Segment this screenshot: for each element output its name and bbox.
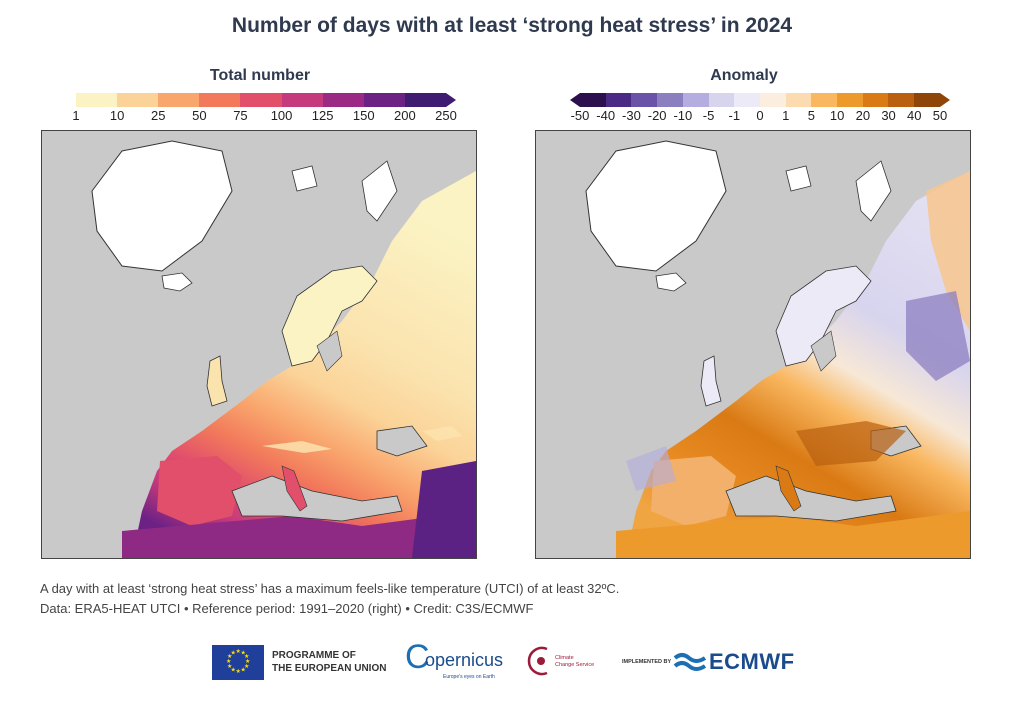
colorbar-swatch — [580, 93, 606, 107]
colorbar-swatch — [76, 93, 118, 107]
colorbar-tick-label: 50 — [932, 108, 948, 123]
colorbar-swatch — [657, 93, 683, 107]
colorbar-tick-label: 1 — [72, 108, 80, 123]
colorbar-swatch — [631, 93, 658, 107]
colorbar-tick-label: 30 — [881, 108, 896, 123]
colorbar-tick-label: -30 — [622, 108, 641, 123]
svg-text:★: ★ — [245, 658, 250, 665]
colorbar-swatch — [837, 93, 863, 107]
colorbar-tick-label: 25 — [150, 108, 166, 123]
svg-text:★: ★ — [244, 663, 249, 670]
svg-text:★: ★ — [226, 658, 231, 665]
colorbar-tick-label: 100 — [270, 108, 293, 123]
colorbar-swatch — [862, 93, 889, 107]
colorbar-tick-label: 75 — [233, 108, 248, 123]
colorbar-tick-label: 5 — [807, 108, 816, 123]
colorbar-tick-label: 10 — [109, 108, 125, 123]
colorbar-swatch — [605, 93, 632, 107]
colorbar-swatch — [811, 93, 838, 107]
left-legend-title: Total number — [209, 67, 311, 84]
c3s-text: Climate Change Service — [555, 655, 594, 669]
colorbar-swatch — [199, 93, 241, 107]
colorbar-tick-label: -5 — [702, 108, 715, 123]
svg-text:★: ★ — [236, 648, 241, 655]
right-colorbar-ticks: -50 -40 -30 -20 -10 -5 -1 0 1 5 10 20 30 40 50 — [570, 108, 950, 124]
copernicus-tagline: Europe's eyes on Earth — [443, 674, 495, 680]
page-title: Number of days with at least ‘strong hea… — [231, 14, 793, 37]
colorbar-tick-label: 20 — [855, 108, 871, 123]
copernicus-c-icon: C — [405, 638, 430, 676]
copernicus-wordmark: opernicus — [425, 650, 504, 670]
colorbar-swatch — [404, 93, 446, 107]
ecmwf-logo-icon — [673, 650, 707, 674]
colorbar-tick-label: 200 — [394, 108, 416, 123]
colorbar-tick-label: -20 — [647, 108, 667, 123]
svg-text:★: ★ — [227, 653, 232, 660]
svg-text:★: ★ — [231, 650, 236, 657]
colorbar-left-arrow — [570, 93, 580, 107]
colorbar-tick-label: -1 — [728, 108, 741, 123]
left-map-total-number — [41, 130, 477, 559]
right-colorbar — [570, 93, 950, 107]
svg-text:★: ★ — [241, 667, 246, 674]
colorbar-tick-label: 125 — [311, 108, 334, 123]
right-legend-title: Anomaly — [710, 67, 778, 84]
colorbar-swatch — [281, 93, 323, 107]
colorbar-swatch — [682, 93, 709, 107]
colorbar-swatch — [708, 93, 735, 107]
colorbar-tick-label: 40 — [907, 108, 922, 123]
colorbar-swatch — [759, 93, 786, 107]
eu-flag-icon: ★ ★ ★ ★ ★ ★ ★ ★ ★ ★ ★ ★ — [212, 645, 264, 680]
svg-text:★: ★ — [244, 653, 249, 660]
colorbar-tick-label: 1 — [782, 108, 790, 123]
implemented-by-text: IMPLEMENTED BY — [622, 659, 672, 665]
colorbar-tick-label: 0 — [756, 108, 764, 123]
eu-text-line-1: PROGRAMME OF — [272, 650, 356, 661]
eu-programme-text: PROGRAMME OF THE EUROPEAN UNION — [272, 649, 386, 675]
colorbar-swatch — [322, 93, 364, 107]
caption-line-2: Data: ERA5-HEAT UTCI • Reference period:… — [40, 601, 534, 616]
colorbar-swatch — [734, 93, 760, 107]
caption-line-1: A day with at least ‘strong heat stress’… — [40, 581, 620, 596]
left-colorbar — [76, 93, 456, 107]
left-colorbar-ticks: 1 10 25 50 75 100 125 150 200 250 — [72, 108, 457, 124]
svg-text:★: ★ — [231, 667, 236, 674]
colorbar-tick-label: -10 — [673, 108, 693, 123]
c3s-line-1: Climate — [555, 655, 574, 661]
colorbar-swatch — [240, 93, 282, 107]
right-map-anomaly — [535, 130, 971, 559]
colorbar-tick-label: 50 — [192, 108, 207, 123]
colorbar-swatch — [785, 93, 812, 107]
colorbar-swatch — [117, 93, 159, 107]
eu-text-line-2: THE EUROPEAN UNION — [272, 663, 387, 674]
colorbar-swatch — [888, 93, 915, 107]
colorbar-tick-label: 10 — [829, 108, 845, 123]
c3s-logo: Climate Change Service — [525, 644, 605, 684]
logo-bar: ★ ★ ★ ★ ★ ★ ★ ★ ★ ★ ★ ★ PROGRAMME OF THE EUROPEA… — [0, 638, 1024, 690]
svg-text:★: ★ — [227, 663, 232, 670]
copernicus-logo: C opernicus Europe's eyes on Earth — [405, 638, 505, 686]
colorbar-tick-label: 150 — [352, 108, 375, 123]
colorbar-tick-label: -40 — [596, 108, 616, 123]
colorbar-right-arrow — [939, 93, 950, 107]
svg-text:★: ★ — [236, 668, 241, 675]
colorbar-swatch — [914, 93, 940, 107]
colorbar-swatch — [363, 93, 405, 107]
colorbar-right-arrow — [445, 93, 456, 107]
c3s-line-2: Change Service — [555, 662, 595, 668]
ecmwf-wordmark: ECMWF — [709, 649, 795, 674]
colorbar-swatch — [158, 93, 200, 107]
colorbar-tick-label: -50 — [570, 108, 590, 123]
svg-text:★: ★ — [241, 650, 246, 657]
colorbar-tick-label: 250 — [435, 108, 457, 123]
